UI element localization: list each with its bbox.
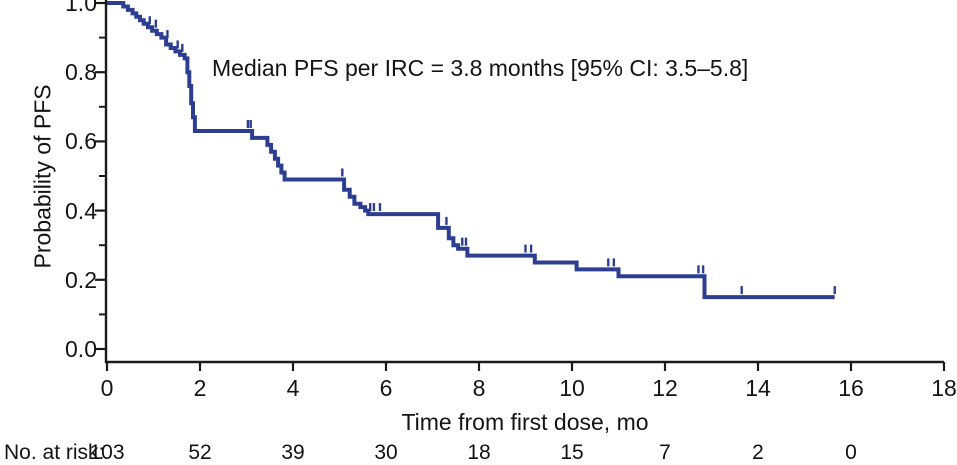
at-risk-value-m0: 103: [89, 441, 125, 464]
x-axis-title: Time from first dose, mo: [401, 409, 649, 435]
x-tick-label-6: 6: [379, 375, 393, 401]
x-tick-label-12: 12: [652, 375, 678, 401]
x-tick-label-8: 8: [472, 375, 486, 401]
km-step-curve: [107, 1, 835, 300]
x-tick-label-10: 10: [559, 375, 585, 401]
x-axis-title-wrap: Time from first dose, mo: [0, 409, 957, 436]
at-risk-value-m6: 30: [374, 441, 398, 464]
y-tick-label-0.8: 0.8: [65, 59, 97, 86]
x-tick-label-2: 2: [193, 375, 207, 401]
at-risk-value-m2: 52: [188, 441, 212, 464]
at-risk-value-m8: 18: [467, 441, 491, 464]
x-tick-label-0: 0: [100, 375, 114, 401]
y-axis-title: Probability of PFS: [29, 84, 56, 269]
y-tick-label-0.6: 0.6: [65, 128, 97, 155]
at-risk-value-m10: 15: [560, 441, 584, 464]
y-tick-label-0.2: 0.2: [65, 266, 97, 293]
y-tick-label-1.0: 1.0: [65, 0, 97, 16]
at-risk-label: No. at risk:: [4, 441, 105, 464]
at-risk-value-m16: 0: [845, 441, 857, 464]
x-tick-label-14: 14: [745, 375, 771, 401]
at-risk-value-m12: 7: [659, 441, 671, 464]
x-tick-label-18: 18: [931, 375, 957, 401]
x-tick-label-4: 4: [286, 375, 300, 401]
y-tick-label-0.4: 0.4: [65, 197, 97, 224]
y-tick-label-0.0: 0.0: [65, 336, 97, 362]
x-tick-label-16: 16: [838, 375, 864, 401]
at-risk-value-m14: 2: [752, 441, 764, 464]
median-pfs-annotation: Median PFS per IRC = 3.8 months [95% CI:…: [212, 55, 749, 81]
at-risk-value-m4: 39: [281, 441, 305, 464]
